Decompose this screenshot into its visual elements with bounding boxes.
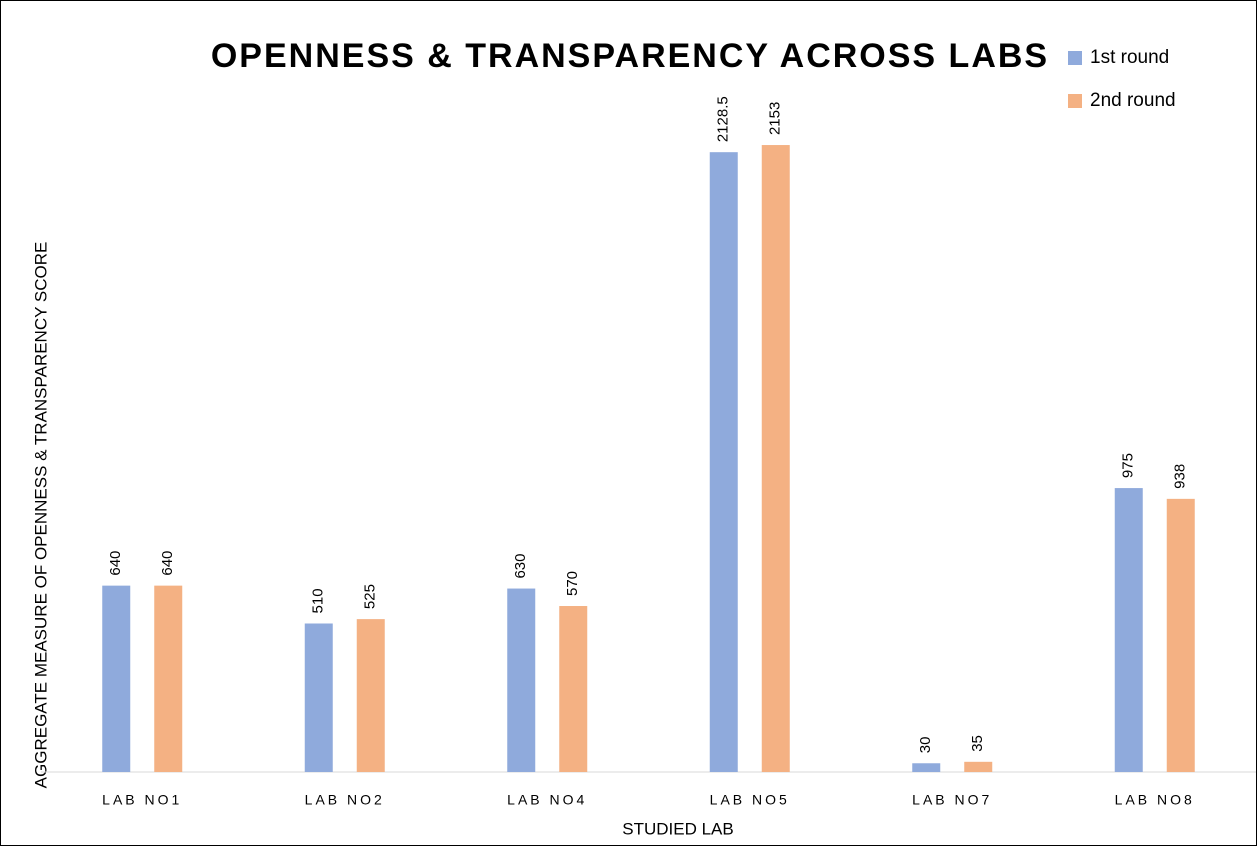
data-label: 975	[1120, 453, 1137, 478]
data-label: 35	[969, 735, 986, 752]
bar	[559, 606, 588, 772]
bar	[304, 623, 333, 772]
bar	[102, 585, 131, 772]
data-label: 640	[107, 551, 124, 576]
x-tick-label: LAB NO5	[710, 792, 790, 808]
y-axis-label: AGGREGATE MEASURE OF OPENNESS & TRANSPAR…	[31, 242, 50, 789]
bar	[154, 585, 183, 772]
x-axis-label: STUDIED LAB	[622, 819, 733, 838]
legend-label: 2nd round	[1090, 90, 1176, 111]
x-tick-label: LAB NO1	[102, 792, 182, 808]
data-label: 510	[310, 588, 327, 613]
x-tick-label: LAB NO2	[305, 792, 385, 808]
data-label: 630	[512, 554, 529, 579]
bar	[1166, 498, 1195, 772]
bar	[1114, 488, 1143, 772]
legend-swatch	[1068, 94, 1082, 108]
data-label: 525	[362, 584, 379, 609]
bar	[912, 763, 941, 772]
bar	[709, 152, 738, 773]
data-label: 2153	[767, 102, 784, 135]
bar	[964, 761, 993, 772]
data-label: 570	[564, 571, 581, 596]
x-tick-label: LAB NO7	[912, 792, 992, 808]
legend-label: 1st round	[1090, 47, 1169, 68]
data-label: 640	[159, 551, 176, 576]
x-tick-label: LAB NO4	[507, 792, 587, 808]
data-label: 30	[917, 737, 934, 754]
data-label: 2128.5	[715, 96, 732, 142]
chart-title: OPENNESS & TRANSPARENCY ACROSS LABS	[211, 37, 1049, 75]
bar	[356, 619, 385, 772]
bar	[507, 588, 536, 772]
legend-swatch	[1068, 51, 1082, 65]
bar	[761, 145, 790, 773]
x-tick-label: LAB NO8	[1115, 792, 1195, 808]
data-label: 938	[1172, 464, 1189, 489]
